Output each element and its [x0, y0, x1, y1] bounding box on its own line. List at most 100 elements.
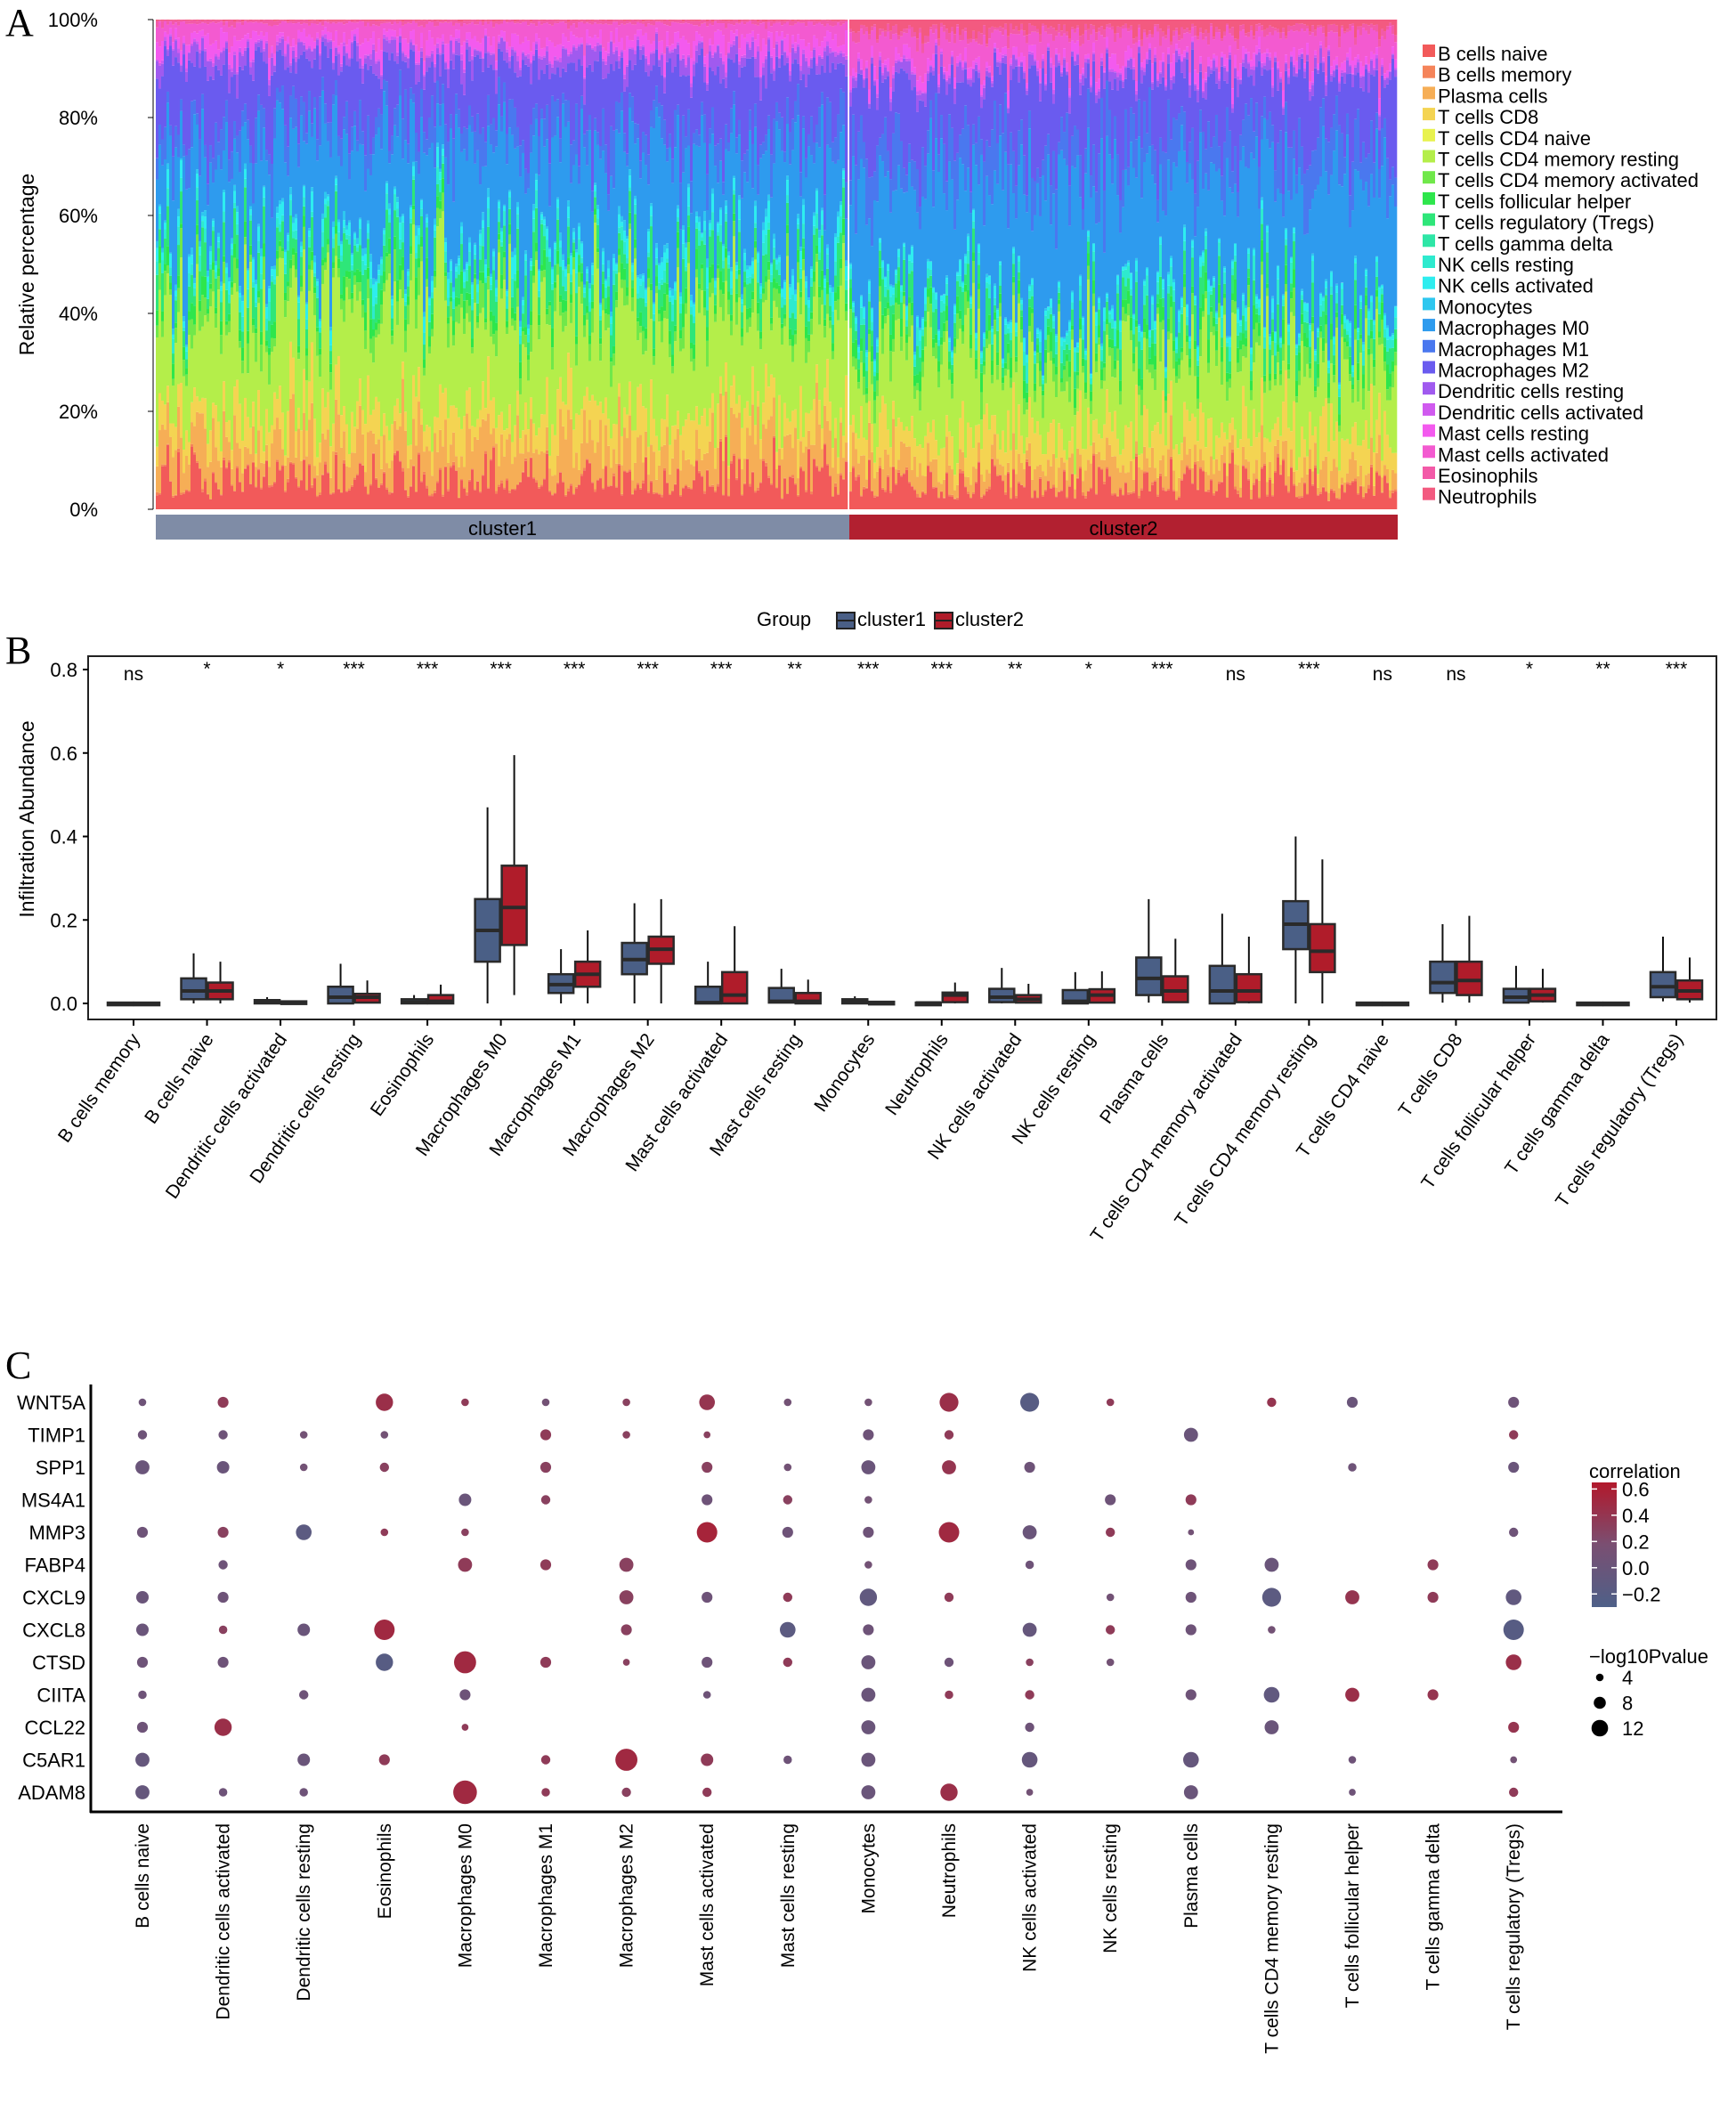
bar-segment	[714, 313, 718, 322]
bar-segment	[540, 48, 544, 57]
bar-segment	[495, 146, 499, 280]
bar-segment	[361, 299, 365, 305]
bar-segment	[377, 26, 381, 39]
bar-segment	[548, 468, 552, 491]
bar-segment	[177, 216, 181, 227]
bar-segment	[393, 125, 397, 187]
bar-segment	[658, 313, 661, 322]
bar-segment	[645, 32, 648, 56]
bar-segment	[631, 49, 635, 70]
bar-segment	[233, 208, 237, 245]
bar-segment	[610, 335, 613, 358]
bar-segment	[223, 192, 226, 212]
bar-segment	[196, 174, 199, 188]
bar-segment	[207, 298, 210, 310]
bar-segment	[717, 223, 720, 232]
bar-segment	[217, 488, 221, 490]
bar-segment	[199, 240, 202, 248]
bar-segment	[236, 206, 239, 213]
bar-segment	[482, 166, 485, 213]
bar-segment	[172, 363, 175, 379]
bar-segment	[233, 184, 237, 191]
bar-segment	[580, 257, 584, 264]
bar-segment	[444, 262, 448, 272]
bar-segment	[602, 78, 605, 109]
bar-segment	[164, 37, 167, 41]
bar-segment	[375, 25, 378, 53]
sample-bar	[717, 20, 720, 509]
bar-segment	[327, 429, 330, 473]
bar-segment	[348, 20, 352, 22]
bar-segment	[324, 21, 328, 28]
bar-segment	[300, 251, 304, 257]
sample-bar	[490, 20, 493, 509]
bar-segment	[500, 51, 504, 117]
sample-bar	[527, 20, 531, 509]
bar-segment	[255, 50, 258, 118]
bar-segment	[642, 273, 645, 276]
bar-segment	[335, 178, 338, 185]
bar-segment	[228, 294, 231, 304]
bar-segment	[385, 183, 389, 194]
bar-segment	[463, 467, 466, 488]
sample-bar	[276, 20, 280, 509]
bar-segment	[548, 63, 552, 80]
bar-segment	[412, 375, 416, 419]
bar-segment	[706, 310, 710, 328]
bar-segment	[468, 105, 472, 126]
bar-segment	[244, 397, 247, 447]
bar-segment	[313, 262, 317, 273]
bar-segment	[324, 191, 328, 199]
bar-segment	[255, 487, 258, 509]
bar-segment	[399, 223, 402, 240]
bar-segment	[519, 378, 523, 394]
bar-segment	[460, 226, 464, 234]
bar-segment	[492, 256, 496, 271]
bar-segment	[244, 446, 247, 468]
bar-segment	[661, 40, 664, 53]
bar-segment	[410, 246, 413, 255]
bar-segment	[415, 329, 418, 397]
bar-segment	[594, 118, 597, 131]
bar-segment	[663, 53, 667, 77]
bar-segment	[450, 20, 453, 22]
bar-segment	[540, 109, 544, 119]
bar-segment	[191, 274, 194, 304]
bar-segment	[367, 432, 370, 494]
bar-segment	[249, 20, 253, 22]
bar-segment	[570, 144, 573, 183]
bar-segment	[191, 45, 194, 63]
bar-segment	[305, 58, 309, 134]
bar-segment	[591, 47, 595, 50]
bar-segment	[663, 311, 667, 319]
bar-segment	[183, 36, 186, 43]
bar-segment	[463, 318, 466, 335]
bar-segment	[629, 169, 632, 176]
bar-segment	[498, 222, 501, 234]
bar-segment	[367, 279, 370, 299]
bar-segment	[639, 297, 643, 313]
bar-segment	[423, 76, 426, 90]
bar-segment	[508, 492, 512, 509]
bar-segment	[519, 69, 523, 77]
bar-segment	[442, 192, 445, 212]
bar-segment	[439, 179, 442, 192]
bar-segment	[332, 268, 336, 278]
bar-segment	[268, 286, 272, 289]
bar-segment	[207, 321, 210, 444]
bar-segment	[596, 205, 600, 209]
sample-bar	[340, 20, 344, 509]
bar-segment	[612, 284, 616, 346]
bar-segment	[490, 459, 493, 461]
bar-segment	[364, 20, 368, 21]
bar-segment	[177, 312, 181, 385]
bar-segment	[690, 488, 694, 490]
bar-segment	[231, 68, 234, 72]
bar-segment	[532, 55, 536, 61]
bar-segment	[538, 454, 541, 487]
bar-segment	[375, 337, 378, 397]
bar-segment	[343, 300, 346, 322]
bar-segment	[484, 451, 488, 454]
bar-segment	[399, 460, 402, 462]
bar-segment	[271, 281, 274, 325]
